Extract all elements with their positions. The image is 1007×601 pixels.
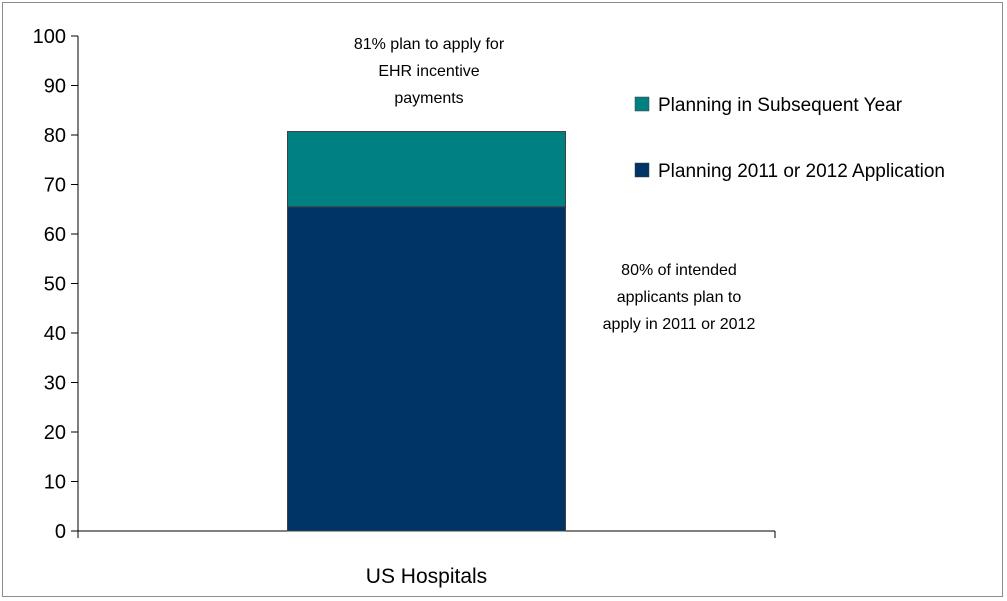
y-tick-label: 70	[44, 175, 66, 197]
annotation-line: 80% of intended	[621, 262, 737, 279]
x-category-label: US Hospitals	[366, 565, 487, 588]
annotation-line: EHR incentive	[378, 63, 479, 80]
legend-swatch	[634, 162, 650, 178]
y-tick-label: 40	[44, 323, 66, 345]
y-tick-label: 20	[44, 422, 66, 444]
x-axis: US Hospitals	[77, 530, 776, 588]
y-tick-label: 50	[44, 274, 66, 296]
annotation-line: apply in 2011 or 2012	[603, 316, 756, 333]
y-tick-label: 30	[44, 373, 66, 395]
legend-swatch	[634, 96, 650, 112]
y-tick-label: 100	[33, 26, 66, 48]
y-tick-label: 0	[55, 521, 66, 543]
annotation-line: applicants plan to	[617, 289, 742, 306]
annotation-line: 81% plan to apply for	[354, 36, 505, 53]
annotations: 81% plan to apply for EHR incentive paymen…	[354, 36, 756, 333]
annotation-line: payments	[394, 90, 463, 107]
y-tick-label: 10	[44, 472, 66, 494]
y-tick-label: 60	[44, 224, 66, 246]
bar-segment-planning-subsequent-year	[287, 131, 566, 208]
y-tick-label: 90	[44, 76, 66, 98]
y-tick-label: 80	[44, 125, 66, 147]
bar-segment-planning-2011-2012	[287, 206, 566, 532]
legend-label: Planning 2011 or 2012 Application	[658, 161, 945, 182]
legend: Planning in Subsequent Year Planning 2011…	[634, 95, 945, 182]
bars	[287, 131, 566, 532]
y-axis: 0 10 20 30 40 50 60 70 80 90 100	[33, 26, 79, 543]
legend-label: Planning in Subsequent Year	[658, 95, 903, 116]
stacked-bar-chart: 0 10 20 30 40 50 60 70 80 90 100 US Hospitals Plan…	[33, 26, 945, 588]
